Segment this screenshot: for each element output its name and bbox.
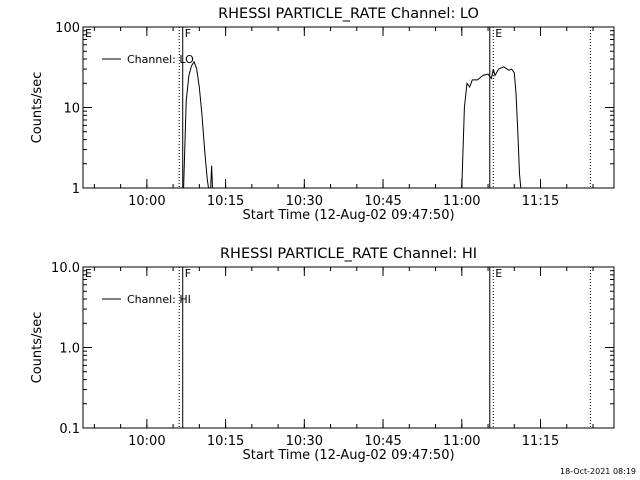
series-line-0 — [210, 165, 213, 189]
y-axis-label: Counts/sec — [30, 72, 45, 144]
x-axis-label: Start Time (12-Aug-02 09:47:50) — [242, 448, 454, 463]
footer-timestamp: 18-Oct-2021 08:19 — [560, 467, 636, 476]
y-tick-label: 1.0 — [59, 342, 80, 357]
chart-panel-0: RHESSI PARTICLE_RATE Channel: LO 1 10 100 10… — [30, 6, 615, 223]
x-tick-label: 11:15 — [522, 434, 559, 449]
flag-label: F — [185, 27, 191, 40]
y-tick-label: 100 — [55, 21, 80, 36]
flag-label: E — [495, 267, 502, 280]
x-tick-label: 10:15 — [207, 434, 244, 449]
chart-panel-1: RHESSI PARTICLE_RATE Channel: HI 0.1 1.0 10… — [30, 246, 615, 463]
series-line-0 — [183, 60, 209, 189]
plot-frame — [82, 266, 615, 429]
y-tick-label: 1 — [72, 182, 80, 197]
y-axis-label: Counts/sec — [30, 312, 45, 384]
x-tick-label: 10:45 — [364, 194, 401, 209]
y-tick-label: 10 — [63, 102, 80, 117]
legend-label: Channel: HI — [127, 293, 191, 306]
flag-label: E — [85, 27, 92, 40]
x-tick-label: 10:30 — [286, 434, 323, 449]
x-tick-label: 10:00 — [128, 434, 165, 449]
flag-label: E — [495, 27, 502, 40]
flag-label: F — [185, 267, 191, 280]
x-tick-label: 10:00 — [128, 194, 165, 209]
chart-title: RHESSI PARTICLE_RATE Channel: HI — [220, 246, 477, 262]
series-line-0 — [461, 66, 522, 189]
x-axis-label: Start Time (12-Aug-02 09:47:50) — [242, 208, 454, 223]
flag-label: E — [85, 267, 92, 280]
x-tick-label: 10:30 — [286, 194, 323, 209]
x-tick-label: 11:00 — [443, 434, 480, 449]
chart-title: RHESSI PARTICLE_RATE Channel: LO — [218, 6, 479, 22]
x-tick-label: 10:15 — [207, 194, 244, 209]
x-tick-label: 10:45 — [364, 434, 401, 449]
x-tick-label: 11:00 — [443, 194, 480, 209]
y-tick-label: 0.1 — [59, 422, 80, 437]
legend-label: Channel: LO — [127, 53, 194, 66]
x-tick-label: 11:15 — [522, 194, 559, 209]
y-tick-label: 10.0 — [51, 261, 80, 276]
plot-frame — [82, 26, 615, 189]
